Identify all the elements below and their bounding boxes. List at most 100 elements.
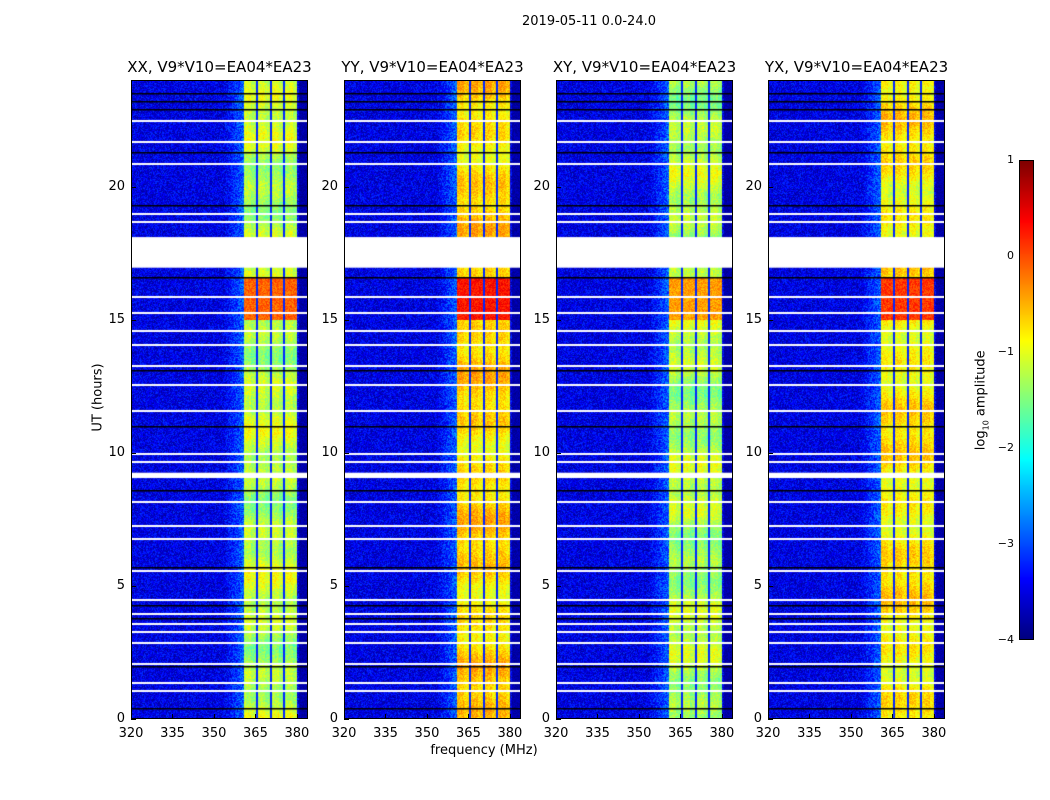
y-tick-mark xyxy=(556,186,561,188)
x-tick-label: 380 xyxy=(921,726,947,741)
x-tick-label: 350 xyxy=(626,726,652,741)
y-tick-mark xyxy=(768,719,773,720)
y-tick-label: 0 xyxy=(541,711,550,726)
panel-xy: XY, V9*V10=EA04*EA23 320 335 350 365 380 0 5 10 1… xyxy=(533,58,736,741)
y-tick-mark xyxy=(768,319,773,321)
colorbar-tick-label: −2 xyxy=(997,441,1014,454)
y-tick-label: 0 xyxy=(329,711,338,726)
x-tick-mark xyxy=(255,714,257,719)
y-tick-mark xyxy=(556,719,561,720)
heatmap-canvas xyxy=(344,80,521,719)
x-tick-label: 350 xyxy=(838,726,864,741)
x-tick-label: 350 xyxy=(201,726,227,741)
x-tick-label: 320 xyxy=(543,726,569,741)
y-tick-mark xyxy=(131,585,136,587)
colorbar-tick-label: −1 xyxy=(997,345,1014,358)
x-tick-mark xyxy=(172,714,174,719)
y-tick-mark xyxy=(768,452,773,454)
heatmap-canvas xyxy=(556,80,733,719)
y-tick-mark xyxy=(768,186,773,188)
x-tick-mark xyxy=(933,714,935,719)
x-tick-label: 350 xyxy=(414,726,440,741)
y-tick-label: 20 xyxy=(108,178,125,194)
x-tick-mark xyxy=(768,714,769,719)
y-tick-mark xyxy=(768,585,773,587)
x-tick-label: 365 xyxy=(456,726,481,741)
y-tick-mark xyxy=(344,719,349,720)
x-tick-label: 335 xyxy=(797,726,822,741)
x-tick-mark xyxy=(721,714,723,719)
colorbar-tick-label: 0 xyxy=(1007,249,1014,262)
x-tick-mark xyxy=(344,714,345,719)
y-tick-mark xyxy=(344,319,349,321)
x-tick-mark xyxy=(131,714,132,719)
x-tick-mark xyxy=(556,714,557,719)
y-tick-label: 10 xyxy=(533,444,550,460)
y-tick-label: 20 xyxy=(533,178,550,194)
x-tick-mark xyxy=(809,714,811,719)
heatmap-canvas xyxy=(768,80,945,719)
x-tick-mark xyxy=(892,714,894,719)
y-tick-mark xyxy=(344,585,349,587)
y-tick-mark xyxy=(131,452,136,454)
x-tick-label: 335 xyxy=(373,726,398,741)
x-tick-mark xyxy=(509,714,511,719)
y-tick-mark xyxy=(556,585,561,587)
x-tick-mark xyxy=(680,714,682,719)
colorbar xyxy=(1019,160,1034,640)
x-tick-mark xyxy=(296,714,298,719)
x-tick-label: 365 xyxy=(880,726,905,741)
y-tick-mark xyxy=(344,452,349,454)
y-tick-label: 15 xyxy=(745,311,762,327)
panel-title: YX, V9*V10=EA04*EA23 xyxy=(764,58,949,76)
x-tick-mark xyxy=(597,714,599,719)
x-tick-label: 335 xyxy=(585,726,610,741)
y-tick-mark xyxy=(556,319,561,321)
x-tick-mark xyxy=(385,714,387,719)
panel-xx: XX, V9*V10=EA04*EA23 320 335 350 365 380 0 5 10 1… xyxy=(108,58,311,741)
x-tick-label: 320 xyxy=(331,726,357,741)
x-tick-label: 380 xyxy=(497,726,523,741)
colorbar-tick-label: −3 xyxy=(997,537,1014,550)
x-tick-label: 380 xyxy=(284,726,310,741)
x-tick-mark xyxy=(850,714,852,719)
y-axis-label: UT (hours) xyxy=(90,363,106,432)
y-tick-label: 10 xyxy=(108,444,125,460)
y-tick-label: 0 xyxy=(753,711,762,726)
x-tick-label: 365 xyxy=(243,726,268,741)
y-tick-label: 10 xyxy=(745,444,762,460)
x-tick-label: 320 xyxy=(118,726,144,741)
y-tick-label: 5 xyxy=(541,577,550,593)
y-tick-label: 10 xyxy=(321,444,338,460)
x-tick-label: 380 xyxy=(709,726,735,741)
y-tick-label: 15 xyxy=(108,311,125,327)
y-tick-label: 5 xyxy=(753,577,762,593)
x-tick-mark xyxy=(426,714,428,719)
y-tick-mark xyxy=(556,452,561,454)
panel-yx: YX, V9*V10=EA04*EA23 320 335 350 365 380 0 5 10 1… xyxy=(745,58,948,741)
colorbar-label: log10 amplitude xyxy=(973,350,991,451)
y-tick-label: 5 xyxy=(116,577,125,593)
x-tick-mark xyxy=(638,714,640,719)
panel-title: XY, V9*V10=EA04*EA23 xyxy=(552,58,737,76)
panel-title: XX, V9*V10=EA04*EA23 xyxy=(127,58,312,76)
x-tick-label: 365 xyxy=(668,726,693,741)
panel-title: YY, V9*V10=EA04*EA23 xyxy=(341,58,524,76)
panel-yy: YY, V9*V10=EA04*EA23 320 335 350 365 380 0 5 10 1… xyxy=(321,58,523,741)
heatmap-canvas xyxy=(131,80,308,719)
y-tick-label: 15 xyxy=(321,311,338,327)
x-tick-mark xyxy=(468,714,470,719)
y-tick-mark xyxy=(131,719,136,720)
colorbar-tick-label: 1 xyxy=(1007,153,1014,166)
y-tick-label: 0 xyxy=(116,711,125,726)
y-tick-label: 15 xyxy=(533,311,550,327)
x-tick-label: 335 xyxy=(160,726,185,741)
x-tick-label: 320 xyxy=(755,726,781,741)
y-tick-mark xyxy=(344,186,349,188)
y-tick-mark xyxy=(131,186,136,188)
x-axis-label: frequency (MHz) xyxy=(430,743,538,758)
figure-title: 2019-05-11 0.0-24.0 xyxy=(522,14,656,29)
y-tick-label: 20 xyxy=(321,178,338,194)
x-tick-mark xyxy=(213,714,215,719)
